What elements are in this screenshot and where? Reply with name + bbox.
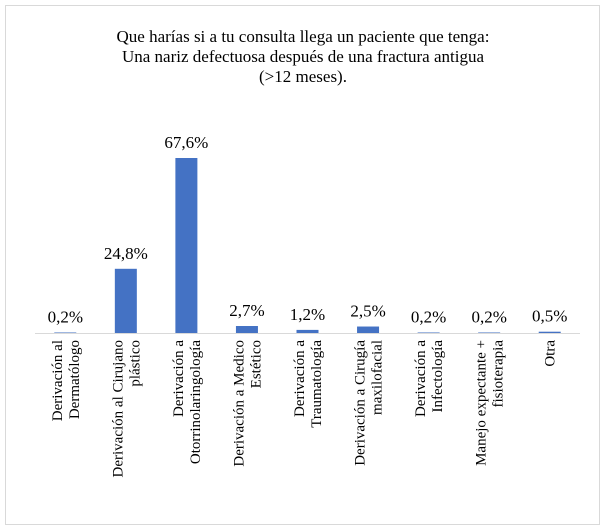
x-tick-label: Derivación aTraumatología <box>292 340 325 428</box>
data-label: 1,2% <box>290 305 325 324</box>
bar <box>357 326 380 333</box>
bar <box>114 268 137 333</box>
chart-title: (>12 meses). <box>259 67 347 86</box>
x-tick-label: Derivación aInfectología <box>413 340 446 417</box>
data-label: 0,2% <box>471 307 506 326</box>
x-tick-label: Otra <box>543 340 559 367</box>
bar <box>417 332 440 333</box>
x-tick-label: Derivación a MedicoEstético <box>231 340 264 467</box>
x-tick-label: Derivación a Cirugíamaxilofacial <box>353 340 386 466</box>
bar <box>235 326 258 333</box>
data-label: 24,8% <box>104 244 148 263</box>
bar <box>296 329 319 333</box>
bar <box>538 331 561 333</box>
data-label: 0,5% <box>532 307 567 326</box>
data-label: 0,2% <box>48 307 83 326</box>
x-tick-label: Manejo expectante +fisioterapia <box>474 340 507 466</box>
chart-title: Que harías si a tu consulta llega un pac… <box>117 27 490 46</box>
data-label: 2,5% <box>350 302 385 321</box>
data-label: 67,6% <box>164 133 208 152</box>
x-tick-label: Derivación al Cirujanoplástico <box>110 340 143 477</box>
data-label: 0,2% <box>411 307 446 326</box>
bar <box>54 332 77 333</box>
chart-border <box>5 5 600 525</box>
chart-title: Una nariz defectuosa después de una frac… <box>122 47 484 66</box>
x-tick-label: Derivación aOtorrinolaringología <box>171 340 204 464</box>
x-tick-label: Derivación alDermatólogo <box>50 340 83 421</box>
data-label: 2,7% <box>229 301 264 320</box>
bar <box>175 158 198 333</box>
bar <box>478 332 501 333</box>
